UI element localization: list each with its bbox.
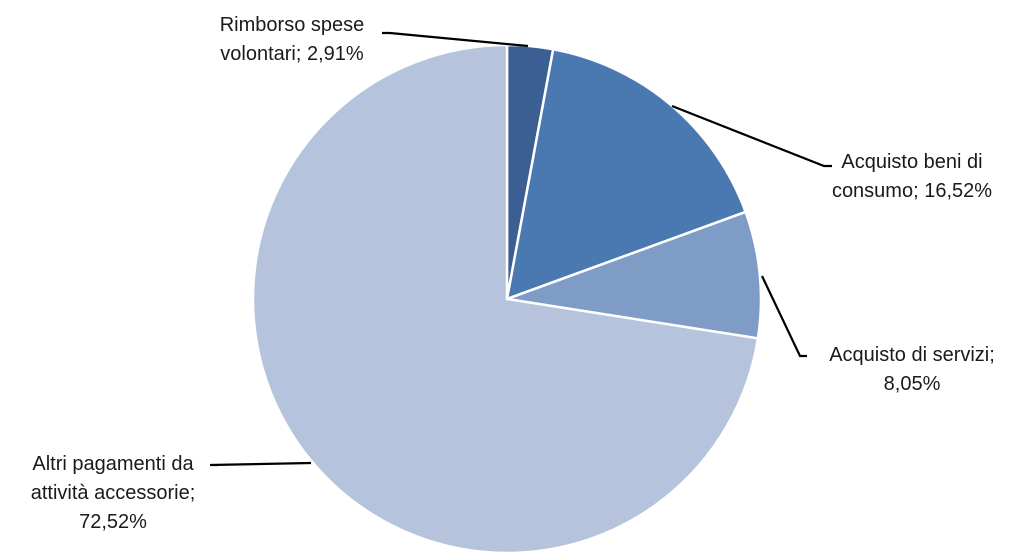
data-label-line: attività accessorie; [31,482,196,504]
pie-slice-4 [251,43,760,555]
data-label-4: Altri pagamenti da attività accessorie; 72… [31,453,196,533]
data-label-1: Rimborso spese volontari; 2,91% [220,14,365,65]
data-labels: Rimborso spese volontari; 2,91% Acquisto b… [31,14,995,533]
leader-line-3 [761,275,807,358]
data-label-line: consumo; 16,52% [832,180,992,202]
data-label-line: Acquisto di servizi; [829,344,995,366]
leader-line-1 [382,31,529,48]
leader-line-2 [671,104,832,168]
pie-slices [251,43,763,555]
pie-slice-3 [502,210,763,340]
data-label-2: Acquisto beni di consumo; 16,52% [832,151,992,202]
data-label-line: Altri pagamenti da [32,453,194,475]
leader-lines [209,31,832,467]
data-label-line: 72,52% [79,511,147,533]
data-label-line: volontari; 2,91% [220,43,364,65]
data-label-3: Acquisto di servizi; 8,05% [829,344,995,395]
leader-line-4 [209,461,312,467]
pie-slice-2 [505,47,748,301]
data-label-line: 8,05% [884,373,941,395]
data-label-line: Rimborso spese [220,14,365,36]
data-label-line: Acquisto beni di [841,151,982,173]
